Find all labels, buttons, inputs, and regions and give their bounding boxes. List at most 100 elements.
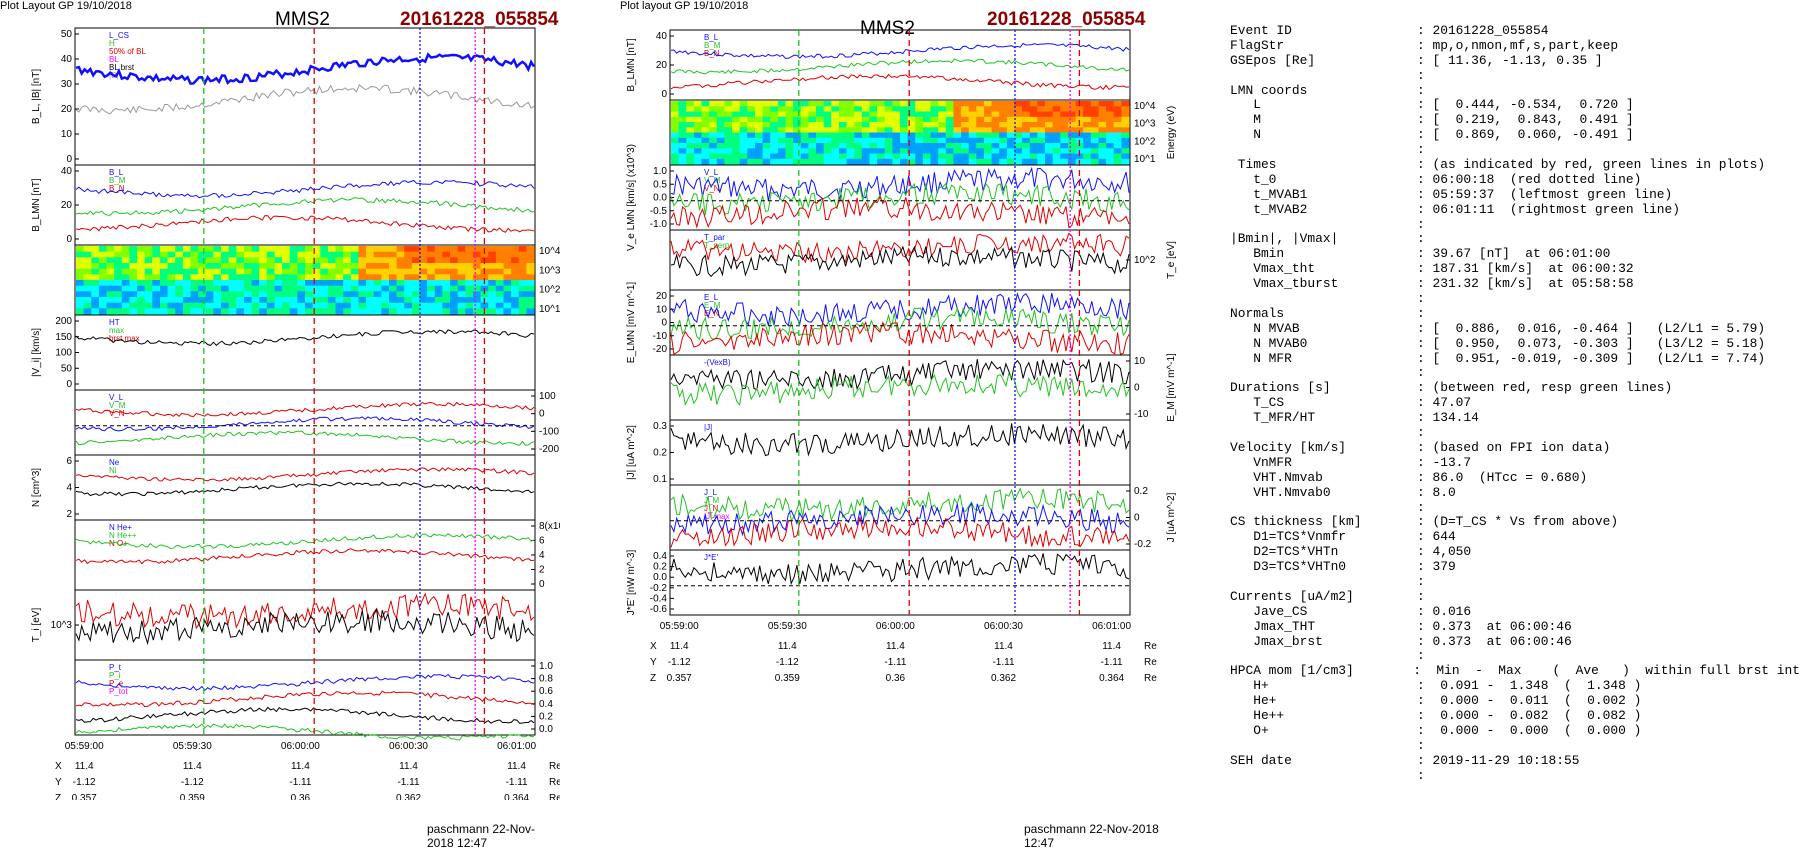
tick-label: -200 [539, 444, 559, 455]
spectrogram-cell [816, 158, 825, 165]
spectrogram-cell [167, 257, 176, 264]
spectrogram-cell [289, 246, 298, 253]
spectrogram-cell [358, 251, 367, 258]
spectrogram-cell [236, 302, 245, 309]
spectrogram-cell [1075, 106, 1084, 113]
spectrogram-cell [182, 285, 192, 292]
legend-entry: B_M [704, 41, 721, 50]
spectrogram-cell [358, 274, 367, 281]
spectrogram-cell [1067, 153, 1077, 160]
spectrogram-cell [411, 263, 421, 270]
position-value: 0.357 [667, 673, 692, 684]
left-footer: paschmann 22-Nov-2018 12:47 [427, 822, 536, 850]
spectrogram-cell [427, 257, 436, 264]
spectrogram-cell [1006, 116, 1016, 123]
spectrogram-cell [488, 297, 497, 304]
spectrogram-cell [442, 297, 451, 304]
spectrogram-cell [373, 308, 382, 315]
spectrogram-cell [991, 137, 1000, 144]
tick-label: 10^1 [539, 304, 560, 315]
spectrogram-cell [1014, 101, 1023, 107]
spectrogram-cell [350, 274, 359, 281]
summary-value: : 20161228_055854 [1417, 23, 1549, 38]
spectrogram-cell [434, 257, 443, 264]
spectrogram-cell [877, 106, 886, 113]
spectrogram-cell [999, 137, 1008, 144]
spectrogram-cell [846, 106, 855, 113]
spectrogram-cell [930, 101, 939, 107]
summary-row: N: [ 0.869, 0.060, -0.491 ] [1230, 127, 1800, 143]
spectrogram-cell [884, 132, 893, 139]
spectrogram-cell [686, 111, 695, 118]
spectrogram-cell [175, 263, 184, 270]
series-line [75, 673, 535, 692]
summary-row: He++: 0.000 - 0.082 ( 0.082 ) [1230, 708, 1800, 724]
legend-entry: E_M [704, 301, 721, 310]
spectrogram-cell [221, 274, 230, 281]
spectrogram-cell [976, 148, 985, 155]
summary-value: : Min - Max ( Ave ) within full brst int [1413, 663, 1800, 679]
position-value: -1.12 [181, 777, 204, 788]
spectrogram-cell [251, 308, 260, 315]
spectrogram-cell [518, 251, 527, 258]
summary-row: Durations [s]: (between red, resp green … [1230, 380, 1800, 396]
spectrogram-cell [343, 291, 352, 298]
spectrogram-cell [1029, 137, 1038, 144]
summary-row: Jave_CS: 0.016 [1230, 604, 1800, 620]
spectrogram-cell [739, 116, 748, 123]
axis-label: N [cm^3] [31, 468, 42, 507]
spectrogram-cell [968, 111, 977, 118]
spectrogram-cell [343, 246, 352, 253]
middle-event-title: 20161228_055854 [987, 9, 1146, 30]
position-value: 0.362 [396, 793, 421, 800]
spectrogram-cell [777, 158, 787, 165]
spectrogram-cell [854, 122, 863, 128]
spectrogram-cell [816, 127, 825, 134]
summary-key [1230, 739, 1417, 754]
spectrogram-cell [800, 143, 809, 149]
spectrogram-cell [907, 122, 916, 128]
spectrogram-cell [144, 246, 153, 253]
spectrogram-cell [182, 268, 192, 275]
position-value: 11.4 [670, 641, 689, 652]
spectrogram-cell [968, 101, 977, 107]
spectrogram-cell [236, 308, 245, 315]
spectrogram-cell [755, 127, 764, 134]
spectrogram-cell [953, 143, 962, 149]
spectrogram-cell [1014, 127, 1023, 134]
summary-key: Vmax_tht [1230, 261, 1316, 277]
tick-label: -1.0 [650, 219, 668, 230]
spectrogram-cell [854, 137, 863, 144]
spectrogram-cell [861, 122, 870, 128]
position-value: 0.362 [991, 673, 1016, 684]
spectrogram-cell [465, 280, 474, 287]
series-line [670, 306, 1130, 341]
spectrogram-cell [343, 268, 352, 275]
spectrogram-cell [175, 246, 184, 253]
spectrogram-cell [671, 132, 680, 139]
spectrogram-cell [777, 122, 787, 128]
tick-label: 4 [539, 550, 545, 561]
spectrogram-cell [808, 101, 817, 107]
spectrogram-cell [389, 285, 398, 292]
tick-label: 6 [66, 456, 72, 467]
spectrogram-cell [472, 302, 482, 309]
spectrogram-cell [190, 246, 199, 253]
spectrogram-cell [777, 116, 787, 123]
spectrogram-cell [76, 251, 85, 258]
spectrogram-cell [457, 308, 466, 315]
spectrogram-cell [709, 111, 718, 118]
spectrogram-cell [213, 280, 222, 287]
spectrogram-cell [838, 153, 848, 160]
position-value: 11.4 [886, 641, 905, 652]
tick-label: 40 [61, 54, 73, 65]
spectrogram-cell [182, 302, 192, 309]
summary-row: HPCA mom [1/cm3]: Min - Max ( Ave ) with… [1230, 663, 1800, 679]
position-label: X [55, 761, 62, 772]
spectrogram-cell [335, 280, 344, 287]
spectrogram-cell [854, 111, 863, 118]
spectrogram-cell [1022, 101, 1031, 107]
spectrogram-cell [389, 268, 398, 275]
tick-label: 10 [1134, 356, 1146, 367]
spectrogram-cell [823, 111, 832, 118]
